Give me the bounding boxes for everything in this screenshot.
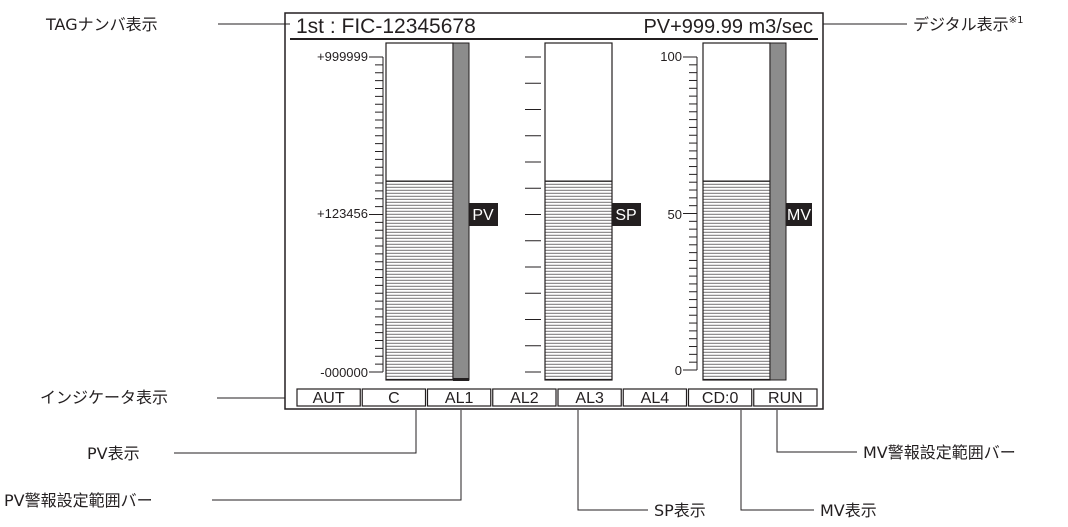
callout-digital-note: ※1 xyxy=(1009,15,1024,26)
indicator-label: AL1 xyxy=(445,390,474,407)
indicator-label: AL2 xyxy=(510,390,539,407)
pv-alarm-range-bar xyxy=(452,42,470,381)
callout-tag-number: TAGナンバ表示 xyxy=(45,15,158,34)
callout-pv-alarm-bar: PV警報設定範囲バー xyxy=(4,491,153,510)
display-frame xyxy=(284,12,824,410)
sp-bargraph xyxy=(544,42,613,381)
leader-pv-alarm-bar xyxy=(212,410,462,501)
callout-sp: SP表示 xyxy=(654,501,706,520)
callouts: TAGナンバ表示 デジタル表示※1 インジケータ表示 PV表示 PV警報設定範囲… xyxy=(4,15,1023,520)
pv-scale-mid-label: +123456 xyxy=(317,206,368,221)
sp-tag-box xyxy=(612,203,641,226)
digital-value-text: PV+999.99 m3/sec xyxy=(643,16,813,38)
callout-mv-alarm-bar: MV警報設定範囲バー xyxy=(863,443,1016,462)
pv-section: +999999 +123456 -000000 PV xyxy=(317,42,498,381)
mv-tag-label: MV xyxy=(787,207,811,224)
mv-section: 100 50 0 MV xyxy=(660,42,812,381)
sp-scale-ticks xyxy=(525,56,541,373)
callout-indicator: インジケータ表示 xyxy=(40,388,168,407)
leader-pv xyxy=(174,410,417,454)
mv-tag-box xyxy=(786,203,812,226)
indicator-box-al2 xyxy=(492,388,557,407)
callout-mv: MV表示 xyxy=(820,501,877,520)
mv-bargraph xyxy=(702,42,771,381)
indicator-box-cd0 xyxy=(687,388,753,407)
indicator-label: AL3 xyxy=(575,390,604,407)
mv-scale-bottom-label: 0 xyxy=(675,363,682,378)
leader-sp xyxy=(577,410,648,511)
indicator-box-al3 xyxy=(557,388,622,407)
callout-pv: PV表示 xyxy=(87,444,140,463)
indicator-row: AUT C AL1 AL2 AL3 AL4 CD:0 RUN xyxy=(296,388,818,407)
pv-scale-ticks xyxy=(369,56,384,373)
indicator-box-run xyxy=(753,388,818,407)
indicator-label: CD:0 xyxy=(702,390,739,407)
indicator-box-al1 xyxy=(426,388,492,407)
callout-digital-text: デジタル表示 xyxy=(913,15,1009,34)
pv-alarm-bar-base xyxy=(453,378,469,381)
sp-tag-label: SP xyxy=(615,207,636,224)
indicator-label: RUN xyxy=(768,390,803,407)
mv-alarm-range-bar xyxy=(769,42,787,381)
indicator-box-c xyxy=(361,388,427,407)
mv-scale-mid-label: 50 xyxy=(668,207,682,222)
sp-section: SP xyxy=(525,42,641,381)
pv-tag-box xyxy=(469,203,498,226)
pv-scale-bottom-label: -000000 xyxy=(320,365,368,380)
pv-bar-fill xyxy=(386,180,453,380)
tag-number-text: 1st : FIC-12345678 xyxy=(296,15,476,38)
indicator-label: C xyxy=(388,390,400,407)
pv-bargraph xyxy=(385,42,454,381)
callout-digital: デジタル表示※1 xyxy=(913,15,1023,34)
sp-bar-fill xyxy=(545,180,612,380)
mv-bar-fill xyxy=(703,180,770,380)
indicator-box-aut xyxy=(296,388,361,407)
leader-mv-alarm-bar xyxy=(776,410,857,453)
mv-scale-top-label: 100 xyxy=(660,49,682,64)
indicator-label: AUT xyxy=(313,390,345,407)
leader-mv xyxy=(740,410,814,511)
mv-scale-ticks xyxy=(683,56,698,371)
indicator-box-al4 xyxy=(622,388,688,407)
indicator-label: AL4 xyxy=(641,390,670,407)
pv-tag-label: PV xyxy=(472,207,494,224)
pv-scale-top-label: +999999 xyxy=(317,49,368,64)
